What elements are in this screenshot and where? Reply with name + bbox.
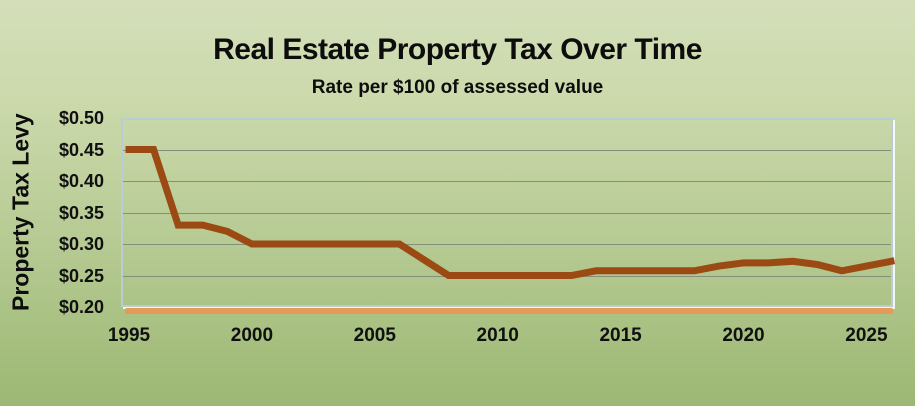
x-tick-label: 1995: [107, 325, 151, 346]
plot-area: [121, 118, 896, 307]
x-tick-label: 2020: [722, 325, 765, 346]
gridline: [123, 181, 891, 182]
y-tick-label: $0.30: [58, 234, 104, 254]
tax-rate-line: [125, 146, 896, 279]
gridline: [123, 244, 891, 245]
y-tick-label: $0.45: [58, 139, 104, 160]
chart-subtitle: Rate per $100 of assessed value: [311, 77, 604, 98]
x-tick-label: 2010: [476, 325, 519, 346]
x-tick-label: 2005: [353, 325, 396, 346]
gridline: [123, 212, 891, 214]
y-tick-label: $0.35: [58, 202, 104, 223]
y-tick-label: $0.40: [58, 171, 104, 191]
y-tick-label: $0.20: [58, 297, 104, 317]
x-tick-label: 2025: [845, 325, 888, 346]
y-tick-label: $0.50: [58, 108, 104, 128]
chart-title: Real Estate Property Tax Over Time: [213, 33, 702, 66]
gridline: [123, 149, 891, 151]
x-tick-label: 2015: [599, 325, 642, 346]
y-tick-label: $0.25: [58, 265, 104, 286]
series-canvas: [125, 146, 896, 279]
x-tick-label: 2000: [230, 325, 274, 346]
x-axis-strip: [125, 308, 893, 314]
